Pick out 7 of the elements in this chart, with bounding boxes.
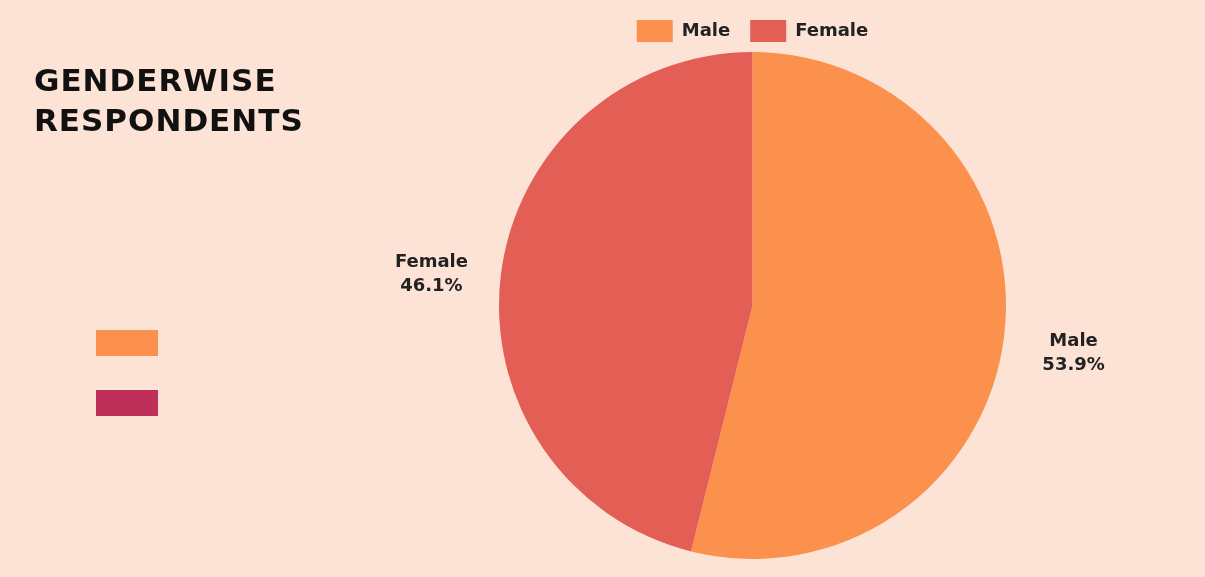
legend-label: Male (681, 18, 731, 40)
slice-label: Male (1049, 328, 1098, 350)
data-label: 53.9% (1042, 352, 1105, 374)
text: GENDERWISE RESPONDENTS (34, 61, 305, 140)
slice-label: Female (394, 249, 468, 271)
legend-label: Female (795, 18, 869, 40)
data-label: 46.1% (400, 273, 463, 295)
